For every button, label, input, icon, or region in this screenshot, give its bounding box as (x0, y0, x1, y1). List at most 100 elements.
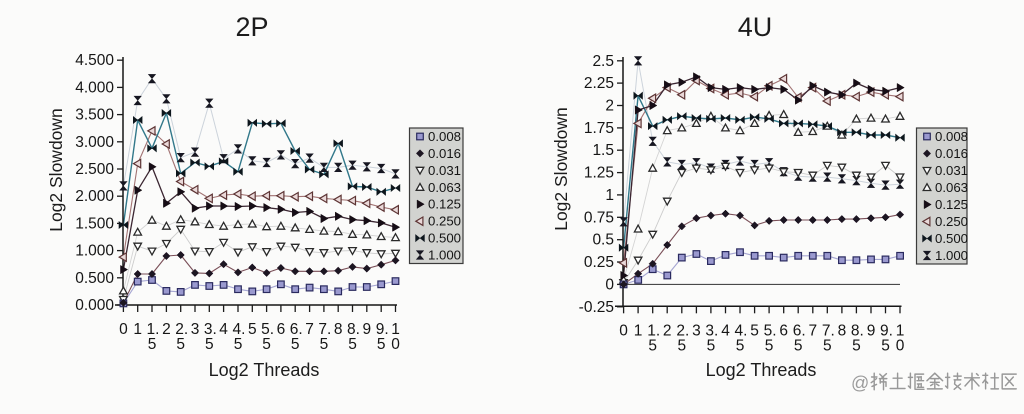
svg-text:0.063: 0.063 (428, 180, 461, 195)
svg-text:4.000: 4.000 (75, 79, 114, 96)
svg-text:0.500: 0.500 (75, 270, 114, 287)
svg-text:5: 5 (823, 337, 832, 354)
svg-text:3.000: 3.000 (75, 134, 114, 151)
svg-text:1.000: 1.000 (428, 248, 461, 263)
svg-text:2P: 2P (235, 12, 268, 42)
svg-text:5: 5 (707, 337, 716, 354)
svg-text:0: 0 (119, 321, 128, 338)
svg-text:0.016: 0.016 (428, 146, 461, 161)
svg-text:5: 5 (765, 337, 774, 354)
svg-text:5: 5 (348, 336, 357, 353)
svg-text:0.500: 0.500 (428, 231, 461, 246)
svg-text:4.: 4. (233, 321, 246, 338)
svg-text:-0.25: -0.25 (579, 299, 614, 316)
svg-text:3.: 3. (204, 321, 217, 338)
svg-text:1.500: 1.500 (75, 215, 114, 232)
svg-text:0.75: 0.75 (584, 209, 614, 226)
svg-text:5: 5 (794, 337, 803, 354)
svg-text:1: 1 (634, 322, 643, 339)
svg-text:5: 5 (881, 337, 890, 354)
svg-text:3.500: 3.500 (75, 107, 114, 124)
svg-text:6.: 6. (793, 322, 806, 339)
svg-text:8.: 8. (851, 322, 864, 339)
svg-text:5: 5 (648, 337, 657, 354)
svg-text:5: 5 (205, 336, 214, 353)
svg-text:2.25: 2.25 (584, 75, 614, 92)
svg-text:5: 5 (377, 336, 386, 353)
svg-text:5: 5 (148, 336, 157, 353)
svg-text:1.25: 1.25 (584, 165, 614, 182)
svg-text:2.000: 2.000 (75, 188, 114, 205)
svg-text:7.: 7. (822, 322, 835, 339)
svg-text:1.75: 1.75 (584, 120, 614, 137)
svg-text:2: 2 (605, 98, 614, 115)
svg-text:1.5: 1.5 (592, 142, 614, 159)
svg-text:4.500: 4.500 (75, 52, 114, 69)
svg-text:0.016: 0.016 (935, 146, 968, 161)
svg-text:1: 1 (133, 321, 142, 338)
svg-text:9: 9 (362, 321, 371, 338)
svg-text:3: 3 (692, 322, 701, 339)
svg-text:2.: 2. (676, 322, 689, 339)
svg-text:0.500: 0.500 (935, 231, 968, 246)
svg-text:9.: 9. (376, 321, 389, 338)
svg-text:0.008: 0.008 (935, 129, 968, 144)
svg-text:0.25: 0.25 (584, 254, 614, 271)
svg-text:Log2 Threads: Log2 Threads (209, 360, 320, 380)
svg-text:9: 9 (867, 322, 876, 339)
svg-text:0.008: 0.008 (428, 129, 461, 144)
svg-text:0: 0 (605, 276, 614, 293)
svg-text:7: 7 (808, 322, 817, 339)
svg-text:3: 3 (191, 321, 200, 338)
svg-text:0: 0 (391, 336, 400, 353)
svg-text:5: 5 (248, 321, 257, 338)
svg-text:3.: 3. (705, 322, 718, 339)
svg-text:0.250: 0.250 (935, 214, 968, 229)
svg-text:1.: 1. (647, 322, 660, 339)
svg-text:0.000: 0.000 (75, 297, 114, 314)
svg-text:5: 5 (176, 336, 185, 353)
svg-text:Log2 Slowdown: Log2 Slowdown (551, 107, 571, 231)
svg-text:6.: 6. (290, 321, 303, 338)
svg-text:1: 1 (605, 187, 614, 204)
svg-text:5: 5 (291, 336, 300, 353)
svg-text:4: 4 (219, 321, 228, 338)
svg-text:2: 2 (162, 321, 171, 338)
svg-text:@: @ (851, 373, 869, 393)
svg-text:Log2 Slowdown: Log2 Slowdown (46, 108, 66, 232)
svg-text:5: 5 (262, 336, 271, 353)
svg-text:4U: 4U (738, 12, 773, 42)
svg-text:0.5: 0.5 (592, 232, 614, 249)
svg-text:1.000: 1.000 (935, 248, 968, 263)
svg-text:7: 7 (305, 321, 314, 338)
svg-text:0.031: 0.031 (428, 163, 461, 178)
svg-text:6: 6 (779, 322, 788, 339)
svg-text:0.063: 0.063 (935, 180, 968, 195)
svg-text:4: 4 (721, 322, 730, 339)
svg-text:8: 8 (334, 321, 343, 338)
svg-text:2.500: 2.500 (75, 161, 114, 178)
svg-text:Log2 Threads: Log2 Threads (706, 360, 817, 380)
svg-text:1.000: 1.000 (75, 243, 114, 260)
svg-text:8: 8 (838, 322, 847, 339)
svg-text:5: 5 (852, 337, 861, 354)
svg-text:0: 0 (896, 337, 905, 354)
svg-text:2: 2 (663, 322, 672, 339)
svg-text:0.125: 0.125 (428, 197, 461, 212)
svg-text:4.: 4. (735, 322, 748, 339)
svg-text:5.: 5. (764, 322, 777, 339)
svg-text:5: 5 (736, 337, 745, 354)
svg-text:6: 6 (277, 321, 286, 338)
svg-text:0.125: 0.125 (935, 197, 968, 212)
svg-text:0: 0 (619, 322, 628, 339)
svg-text:0.031: 0.031 (935, 163, 968, 178)
svg-text:0.250: 0.250 (428, 214, 461, 229)
svg-text:2.5: 2.5 (592, 53, 614, 70)
svg-text:1: 1 (896, 322, 905, 339)
svg-text:5.: 5. (261, 321, 274, 338)
svg-text:1: 1 (391, 321, 400, 338)
svg-text:1.: 1. (147, 321, 160, 338)
svg-text:9.: 9. (880, 322, 893, 339)
svg-text:5: 5 (677, 337, 686, 354)
svg-text:2.: 2. (175, 321, 188, 338)
